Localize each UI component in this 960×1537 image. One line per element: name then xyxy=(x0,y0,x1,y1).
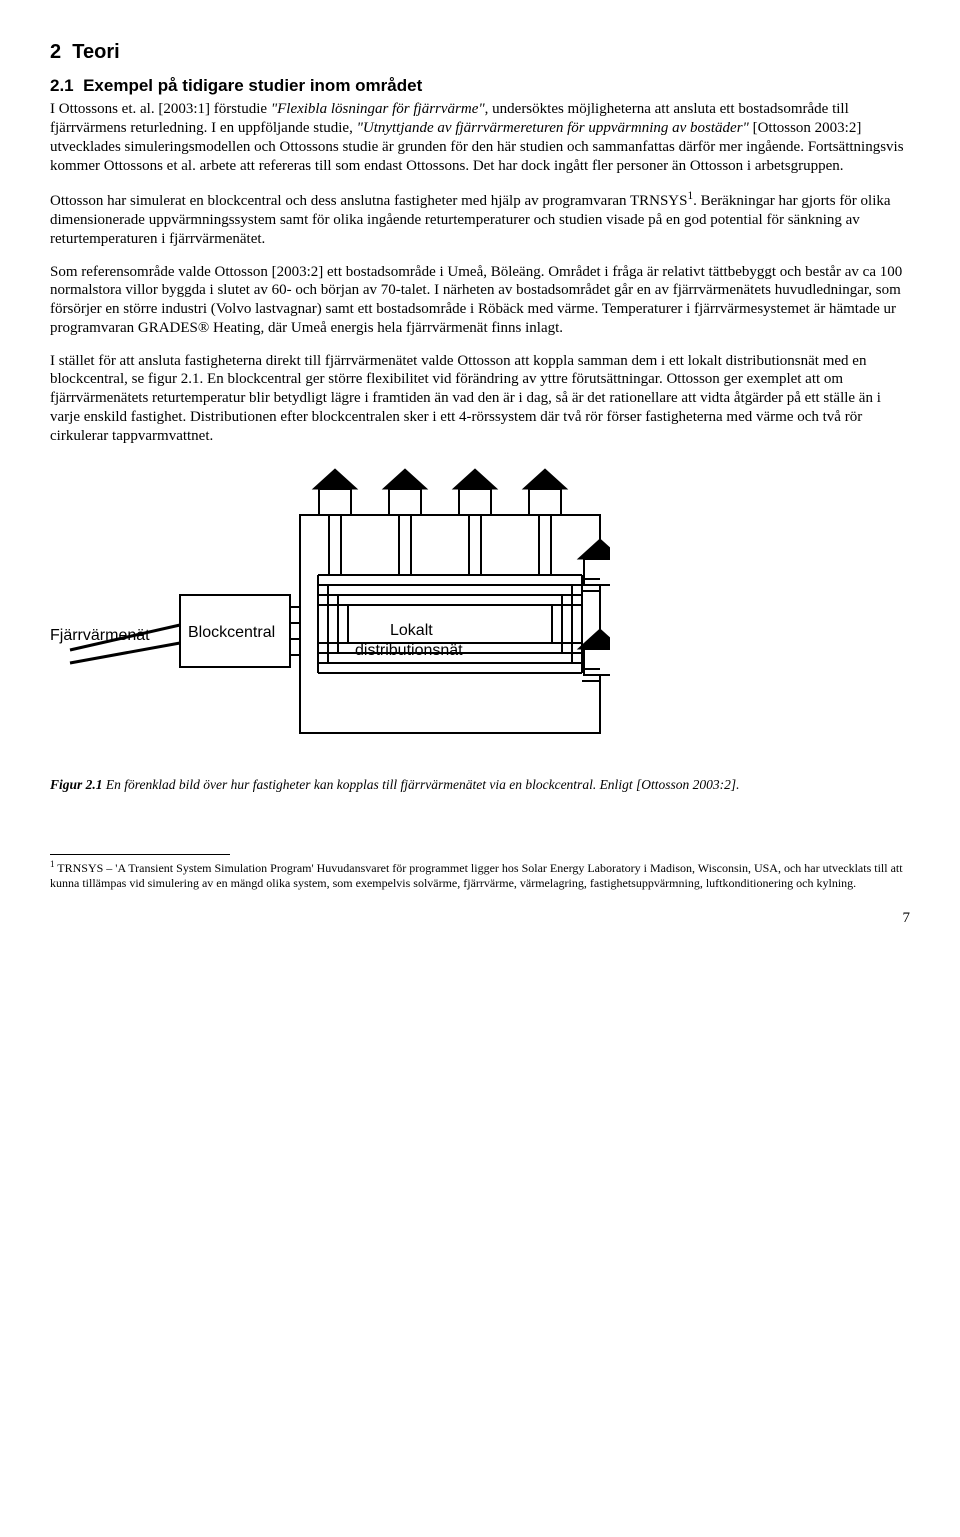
svg-text:Blockcentral: Blockcentral xyxy=(188,624,275,641)
svg-text:Lokalt: Lokalt xyxy=(390,622,433,639)
footnote: 1 TRNSYS – 'A Transient System Simulatio… xyxy=(50,859,910,891)
subsection-heading: 2.1 Exempel på tidigare studier inom omr… xyxy=(50,75,910,96)
p1-emphasis-2: "Utnyttjande av fjärrvärmereturen för up… xyxy=(357,120,749,136)
page-number: 7 xyxy=(50,909,910,928)
paragraph-3: Som referensområde valde Ottosson [2003:… xyxy=(50,263,910,338)
footnote-rule xyxy=(50,854,230,855)
subsection-number: 2.1 xyxy=(50,76,74,95)
svg-text:distributionsnät: distributionsnät xyxy=(355,642,463,659)
paragraph-1: I Ottossons et. al. [2003:1] förstudie "… xyxy=(50,100,910,175)
p2-text-a: Ottosson har simulerat en blockcentral o… xyxy=(50,193,687,209)
paragraph-2: Ottosson har simulerat en blockcentral o… xyxy=(50,189,910,248)
figure-2-1: LokaltdistributionsnätBlockcentralFjärrv… xyxy=(50,465,910,771)
footnote-text: TRNSYS – 'A Transient System Simulation … xyxy=(50,861,903,890)
figure-caption-text: En förenklad bild över hur fastigheter k… xyxy=(103,777,740,792)
section-number: 2 xyxy=(50,41,61,63)
figure-caption-lead: Figur 2.1 xyxy=(50,777,103,792)
subsection-title: Exempel på tidigare studier inom området xyxy=(83,76,422,95)
figure-caption: Figur 2.1 En förenklad bild över hur fas… xyxy=(50,777,910,794)
p1-emphasis-1: "Flexibla lösningar för fjärrvärme" xyxy=(271,101,485,117)
p1-text-a: I Ottossons et. al. [2003:1] förstudie xyxy=(50,101,271,117)
paragraph-4: I stället för att ansluta fastigheterna … xyxy=(50,352,910,446)
figure-diagram: LokaltdistributionsnätBlockcentralFjärrv… xyxy=(50,465,610,765)
section-title: Teori xyxy=(72,41,119,63)
section-heading: 2 Teori xyxy=(50,40,910,65)
